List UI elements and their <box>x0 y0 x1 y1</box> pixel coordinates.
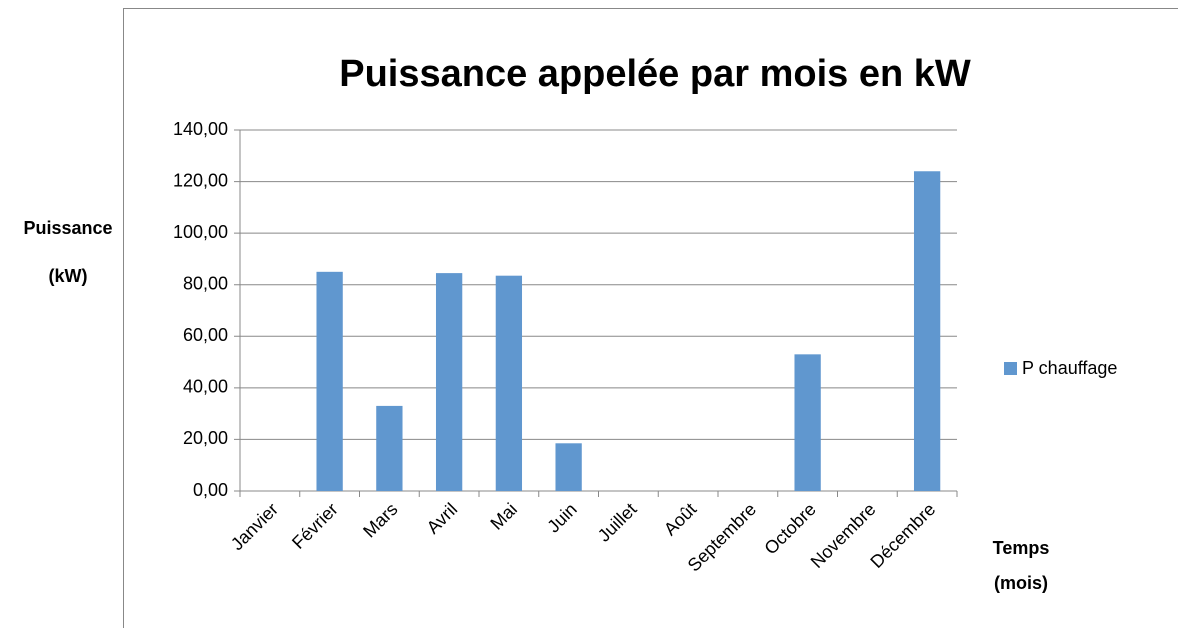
x-tick-label: Août <box>660 499 700 539</box>
y-tick-label: 0,00 <box>193 480 228 500</box>
y-tick-label: 100,00 <box>173 222 228 242</box>
bar <box>495 275 523 491</box>
x-tick-label: Février <box>288 499 342 553</box>
x-tick-label: Décembre <box>866 499 939 572</box>
x-axis-label: Temps <box>993 538 1050 558</box>
y-tick-label: 80,00 <box>183 273 228 293</box>
y-tick-label: 40,00 <box>183 377 228 397</box>
y-tick-label: 60,00 <box>183 325 228 345</box>
x-tick-label: Mai <box>486 499 521 534</box>
y-tick-label: 140,00 <box>173 119 228 139</box>
x-tick-label: Octobre <box>760 499 819 558</box>
bar <box>435 273 463 491</box>
bar <box>913 171 941 491</box>
bar <box>316 271 343 491</box>
bar <box>794 354 821 491</box>
legend-label: P chauffage <box>1022 358 1117 378</box>
x-tick-label: Juillet <box>594 499 641 546</box>
x-tick-label: Avril <box>423 499 462 538</box>
legend-swatch <box>1004 362 1017 375</box>
y-axis-label: Puissance <box>23 218 112 238</box>
x-axis-label: (mois) <box>994 573 1048 593</box>
y-tick-label: 120,00 <box>173 170 228 190</box>
chart-title: Puissance appelée par mois en kW <box>339 53 971 95</box>
x-tick-label: Janvier <box>227 499 282 554</box>
y-tick-label: 20,00 <box>183 428 228 448</box>
bar <box>376 405 403 491</box>
x-tick-label: Juin <box>543 499 580 536</box>
x-tick-label: Mars <box>359 499 401 541</box>
bar <box>555 443 582 491</box>
y-axis-label: (kW) <box>49 266 88 286</box>
